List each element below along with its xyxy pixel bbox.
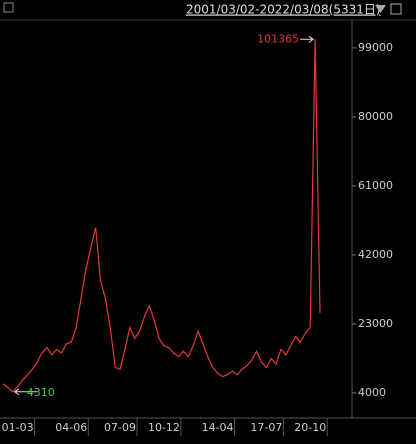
expand-icon[interactable]	[390, 3, 402, 15]
x-tick-label: 07-09	[104, 421, 136, 434]
y-tick-label: 61000	[358, 179, 393, 192]
price-line	[2, 39, 321, 393]
y-tick-label: 80000	[358, 110, 393, 123]
min-arrow	[13, 388, 37, 396]
y-tick-label: 99000	[358, 41, 393, 54]
min-label: 4310	[27, 386, 55, 399]
x-tick-label: 20-10	[294, 421, 326, 434]
x-tick-label: 04-06	[55, 421, 87, 434]
y-tick-label: 42000	[358, 248, 393, 261]
x-tick-label: 17-07	[250, 421, 282, 434]
y-tick-label: 4000	[358, 386, 386, 399]
dropdown-icon[interactable]	[375, 5, 386, 13]
menu-icon[interactable]	[3, 2, 14, 13]
date-range[interactable]: 2001/03/02-2022/03/08(5331日)	[186, 3, 381, 17]
y-tick-label: 23000	[358, 317, 393, 330]
max-arrow	[300, 35, 314, 43]
x-tick-label: 14-04	[202, 421, 234, 434]
x-tick-label: 01-03	[2, 421, 34, 434]
max-label: 101365	[257, 32, 299, 45]
x-tick-label: 10-12	[148, 421, 180, 434]
